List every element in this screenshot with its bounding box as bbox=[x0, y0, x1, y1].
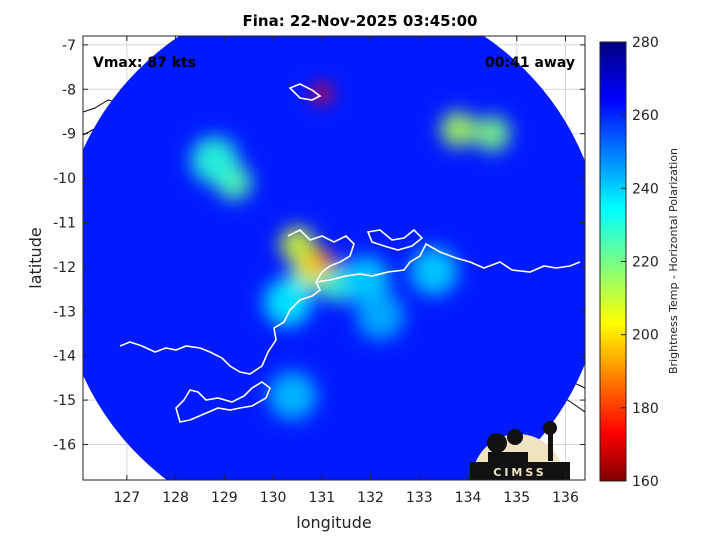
colorbar-ticks: 280 260 240 220 200 180 160 bbox=[621, 35, 659, 490]
colorbar-tick-label: 240 bbox=[632, 181, 659, 197]
swath-feature bbox=[440, 111, 477, 148]
y-tick-label: -9 bbox=[62, 127, 76, 143]
colorbar-tick-label: 220 bbox=[632, 255, 659, 271]
y-tick-label: -13 bbox=[53, 304, 76, 320]
swath-feature bbox=[263, 278, 312, 327]
x-tick-label: 132 bbox=[357, 490, 384, 506]
y-tick-label: -12 bbox=[53, 260, 76, 276]
x-tick-label: 134 bbox=[455, 490, 482, 506]
colorbar-label: Brightness Temp - Horizontal Polarizatio… bbox=[667, 148, 680, 374]
logo-text: CIMSS bbox=[493, 466, 546, 479]
colorbar-tick-label: 200 bbox=[632, 328, 659, 344]
swath-feature bbox=[474, 115, 511, 152]
swath-feature bbox=[268, 371, 317, 420]
x-tick-label: 128 bbox=[162, 490, 189, 506]
swath-feature bbox=[190, 136, 239, 185]
y-tick-label: -11 bbox=[53, 215, 76, 231]
swath-feature bbox=[409, 247, 458, 296]
axis-ticks: 127 128 129 130 131 132 133 134 135 136 -7 -8 -9 -10 -… bbox=[53, 36, 585, 506]
axes-box bbox=[82, 35, 586, 481]
swath-image bbox=[83, 36, 585, 480]
x-tick-label: 130 bbox=[260, 490, 287, 506]
y-tick-label: -7 bbox=[62, 38, 76, 54]
time-away-annotation: 00:41 away bbox=[485, 55, 575, 71]
coastline-inside bbox=[119, 83, 581, 423]
colorbar-tick-label: 180 bbox=[632, 401, 659, 417]
x-tick-label: 131 bbox=[308, 490, 335, 506]
y-tick-label: -10 bbox=[53, 171, 76, 187]
y-axis-label: latitude bbox=[26, 227, 45, 288]
x-tick-label: 135 bbox=[503, 490, 530, 506]
colorbar-tick-label: 280 bbox=[632, 35, 659, 51]
x-tick-label: 136 bbox=[552, 490, 579, 506]
x-axis-label: longitude bbox=[296, 513, 371, 532]
chart-title: Fina: 22-Nov-2025 03:45:00 bbox=[243, 12, 478, 30]
vmax-annotation: Vmax: 87 kts bbox=[93, 55, 196, 71]
swath-feature bbox=[356, 291, 405, 340]
y-tick-label: -16 bbox=[53, 437, 76, 453]
colorbar-tick-label: 260 bbox=[632, 108, 659, 124]
y-tick-label: -14 bbox=[53, 349, 76, 365]
cimss-logo: CIMSS bbox=[470, 421, 570, 480]
y-tick-label: -8 bbox=[62, 82, 76, 98]
x-tick-label: 127 bbox=[113, 490, 140, 506]
swath-feature bbox=[311, 83, 332, 104]
x-tick-label: 133 bbox=[406, 490, 433, 506]
y-tick-label: -15 bbox=[53, 393, 76, 409]
colorbar-tick-label: 160 bbox=[632, 474, 659, 490]
x-tick-label: 129 bbox=[211, 490, 238, 506]
